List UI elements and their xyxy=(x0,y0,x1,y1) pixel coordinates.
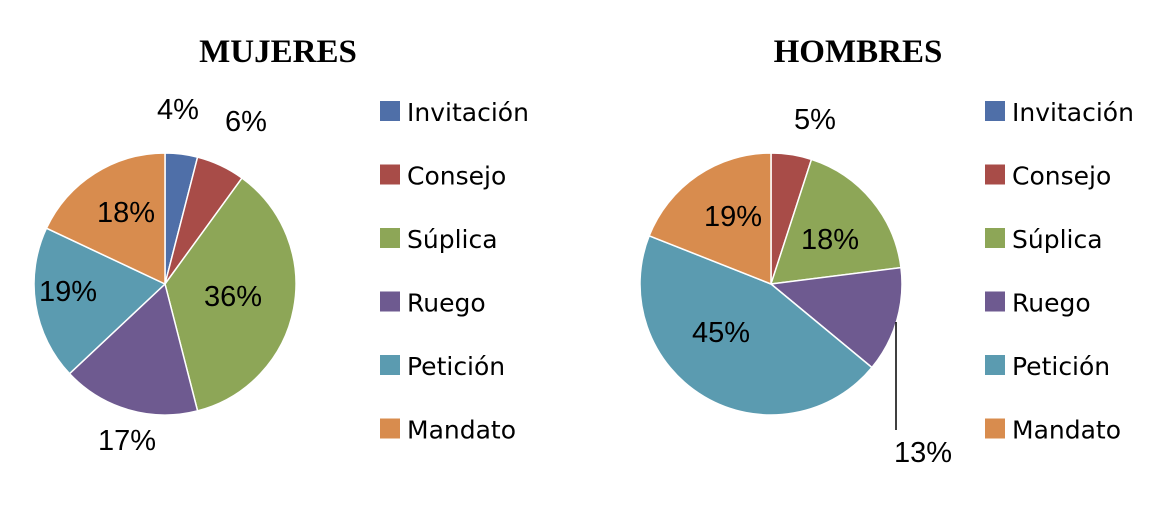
pie-slices xyxy=(33,152,297,416)
data-label-ruego: 17% xyxy=(98,425,156,457)
legend-label-peticion: Petición xyxy=(1012,352,1110,381)
legend-label-invitacion: Invitación xyxy=(1012,98,1134,127)
pie-chart-hombres: HOMBRES 5% 18% 13% 45% 19% Invitación Consejo… xyxy=(639,34,1134,469)
pie-slice-ruego xyxy=(769,266,903,369)
legend-label-ruego: Ruego xyxy=(1012,289,1091,318)
data-label-peticion: 19% xyxy=(39,276,97,308)
data-label-mandato: 18% xyxy=(97,197,155,229)
legend-swatch-invitacion xyxy=(985,101,1005,121)
pie-slice-suplica xyxy=(164,176,297,412)
legend-label-consejo: Consejo xyxy=(1012,162,1111,191)
data-label-suplica: 18% xyxy=(801,224,859,256)
pie-chart-mujeres: MUJERES 4% 6% 36% 17% 19% 18% Invitación Conse… xyxy=(33,34,529,457)
legend-label-suplica: Súplica xyxy=(1012,225,1103,254)
pie-slice-suplica xyxy=(769,158,902,285)
data-label-consejo: 5% xyxy=(794,104,836,136)
legend: Invitación Consejo Súplica Ruego Petición Man… xyxy=(985,98,1134,445)
legend-swatch-mandato xyxy=(380,418,400,439)
legend-swatch-mandato xyxy=(985,418,1005,439)
legend-swatch-suplica xyxy=(380,228,400,248)
legend-swatch-consejo xyxy=(380,164,400,185)
data-label-peticion: 45% xyxy=(692,317,750,349)
legend-label-mandato: Mandato xyxy=(1012,416,1121,445)
chart-mujeres: MUJERES 4% 6% 36% 17% 19% 18% Invitación Conse… xyxy=(33,34,529,457)
pie-labels: 5% 18% 13% 45% 19% xyxy=(692,104,952,469)
legend-label-consejo: Consejo xyxy=(407,162,506,191)
legend-label-mandato: Mandato xyxy=(407,416,516,445)
data-label-mandato: 19% xyxy=(704,201,762,233)
legend-swatch-suplica xyxy=(985,228,1005,248)
pie-slice-peticion xyxy=(33,227,167,375)
chart-title: MUJERES xyxy=(199,34,357,70)
legend-swatch-ruego xyxy=(985,291,1005,312)
legend-swatch-ruego xyxy=(380,291,400,312)
chart-title: HOMBRES xyxy=(774,34,943,70)
legend-label-peticion: Petición xyxy=(407,352,505,381)
legend-label-invitacion: Invitación xyxy=(407,98,529,127)
legend-swatch-consejo xyxy=(985,164,1005,185)
pie-labels: 4% 6% 36% 17% 19% 18% xyxy=(39,94,267,457)
pie-slices xyxy=(639,152,903,416)
legend-swatch-peticion xyxy=(985,355,1005,375)
legend: Invitación Consejo Súplica Ruego Petición Man… xyxy=(380,98,529,445)
data-label-suplica: 36% xyxy=(204,281,262,313)
legend-swatch-invitacion xyxy=(380,101,400,121)
pie-slice-mandato xyxy=(45,152,166,286)
data-label-consejo: 6% xyxy=(225,106,267,138)
legend-swatch-peticion xyxy=(380,355,400,375)
legend-label-ruego: Ruego xyxy=(407,289,486,318)
chart-hombres: HOMBRES 5% 18% 13% 45% 19% Invitación Consejo… xyxy=(588,0,1176,506)
pie-slice-mandato xyxy=(648,152,772,286)
data-label-invitacion: 4% xyxy=(157,94,199,126)
pie-slice-ruego xyxy=(68,282,199,416)
pie-slice-peticion xyxy=(639,234,873,416)
data-label-ruego: 13% xyxy=(894,437,952,469)
legend-label-suplica: Súplica xyxy=(407,225,498,254)
